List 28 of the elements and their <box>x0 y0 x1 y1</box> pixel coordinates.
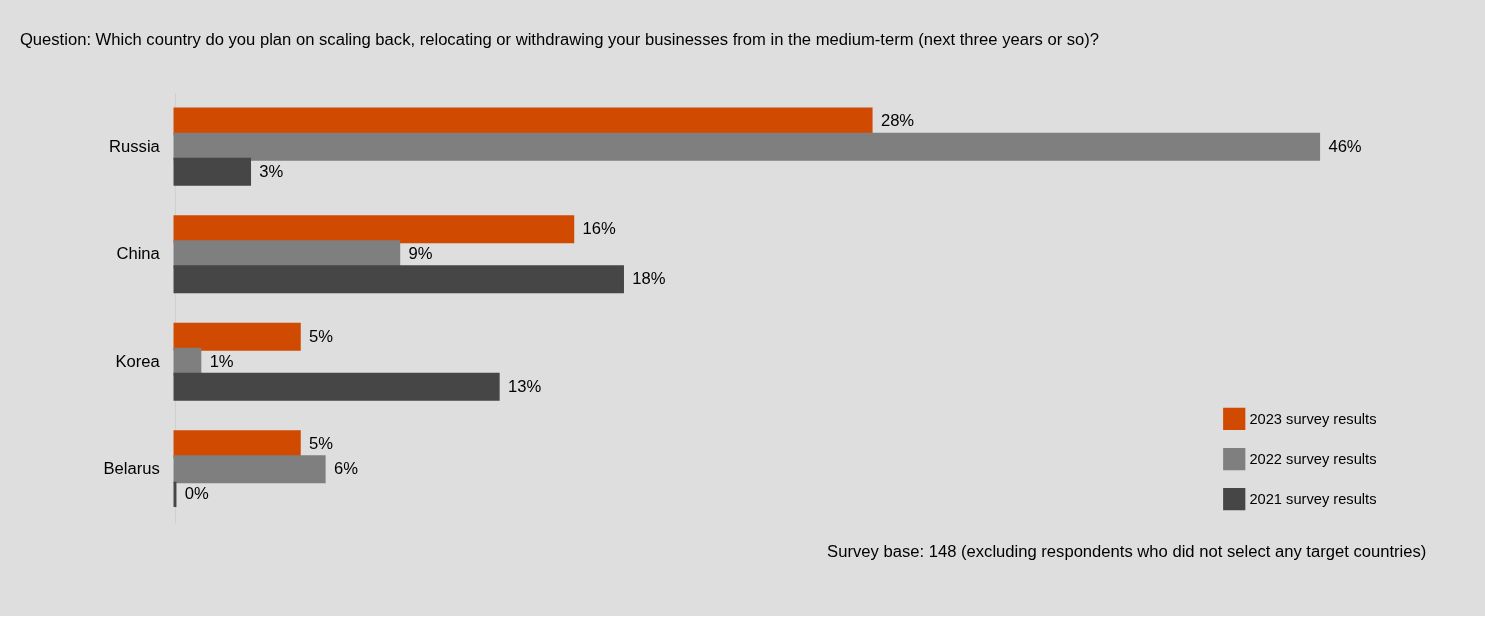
data-label: 0% <box>184 484 210 504</box>
data-label: 3% <box>259 161 284 181</box>
data-label: 9% <box>408 244 433 264</box>
data-label: 6% <box>333 459 359 479</box>
bar <box>173 157 252 186</box>
data-label: 5% <box>309 326 334 346</box>
legend-label: 2021 survey results <box>1249 491 1377 508</box>
chart-title: Question: Which country do you plan on scaling back, relocating or withdrawing your businesses from in the medium-term (next three years or so)? <box>19 30 1100 50</box>
data-label: 5% <box>309 434 334 454</box>
bar <box>173 265 624 294</box>
y-tick-label: Russia <box>109 136 161 156</box>
bar <box>173 215 575 244</box>
legend-label: 2022 survey results <box>1249 450 1377 467</box>
data-label: 16% <box>582 219 617 239</box>
bar <box>173 455 326 484</box>
data-label: 18% <box>632 269 666 289</box>
data-label: 46% <box>1328 136 1362 156</box>
y-tick-label: Belarus <box>103 459 160 479</box>
bar <box>173 372 500 401</box>
bar <box>173 132 1321 161</box>
data-label: 28% <box>880 111 915 131</box>
bar <box>173 322 301 351</box>
y-tick-label: Korea <box>115 351 161 371</box>
legend-label: 2023 survey results <box>1249 410 1377 427</box>
data-label: 1% <box>209 351 234 371</box>
y-tick-label: China <box>116 244 161 264</box>
data-label: 13% <box>507 376 542 396</box>
text: Survey base: 148 (excluding respondents who did not select any target countries) <box>827 542 1427 562</box>
